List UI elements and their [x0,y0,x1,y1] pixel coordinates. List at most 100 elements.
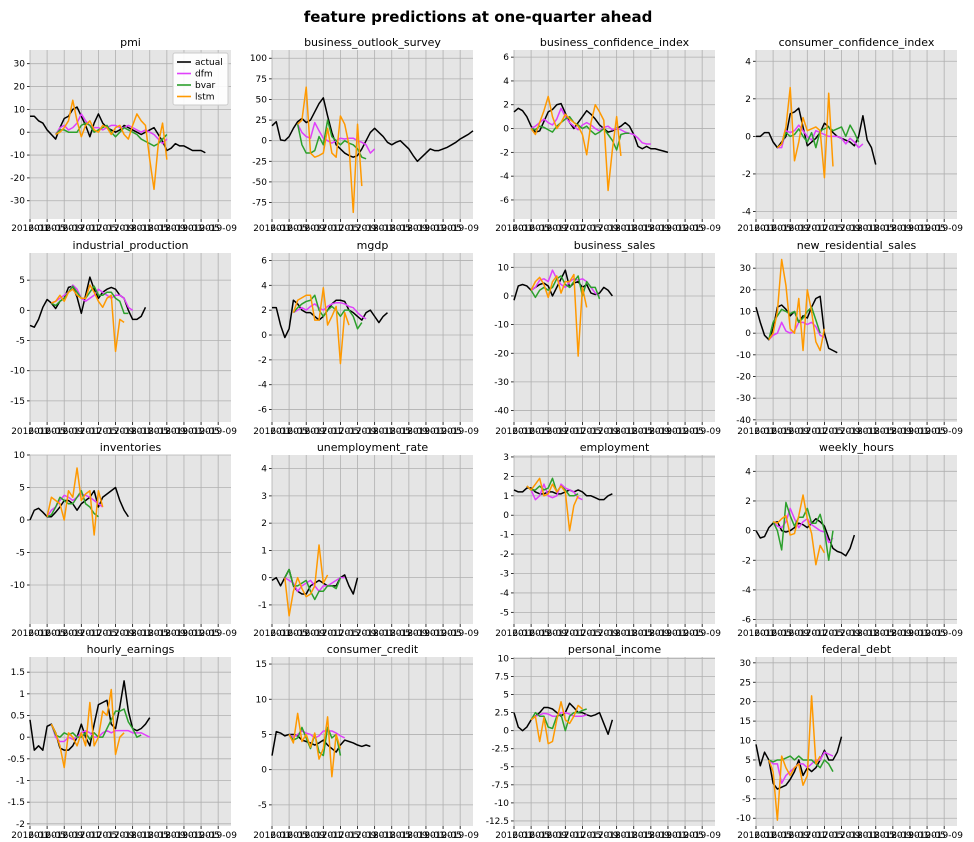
y-tick-label: 5 [745,756,751,766]
x-tick-label: 2016-01 [11,629,49,639]
y-tick-label: -40 [494,407,509,417]
x-tick-label: 2018-05 [373,831,411,841]
x-tick-label: 2017-01 [789,629,827,639]
plot-area [756,455,957,624]
x-tick-label: 2016-01 [11,224,49,234]
x-tick-label: 2016-05 [754,831,792,841]
series-line-bvar [51,285,129,315]
y-tick-label: 100 [250,54,267,64]
series-line-bvar [292,294,363,330]
x-tick-label: 2016-05 [28,427,66,437]
series-line-dfm [51,284,134,311]
x-tick-label: 2017-05 [564,224,602,234]
y-tick-label: -10 [736,351,751,361]
series-line-dfm [526,483,583,501]
series-line-lstm [772,494,826,566]
series-line-actual [513,102,669,154]
x-tick-label: 2017-05 [806,831,844,841]
y-tick-label: -1 [16,777,25,787]
x-tick-label: 2017-05 [806,224,844,234]
series-line-bvar [526,477,579,497]
plot-area [514,455,715,624]
x-tick-label: 2017-09 [581,629,619,639]
x-tick-label: 2016-09 [45,831,83,841]
subplot-title: federal_debt [822,643,892,656]
x-tick-label: 2019-09 [199,224,237,234]
x-tick-label: 2016-01 [737,427,775,437]
x-tick-label: 2017-05 [322,427,360,437]
y-tick-label: 20 [740,698,752,708]
y-tick-label: -30 [10,197,25,207]
y-tick-label: -0.5 [7,755,25,765]
x-tick-label: 2016-01 [253,831,291,841]
series-line-dfm [288,730,346,739]
y-tick-label: 10 [498,654,510,664]
x-tick-label: 2016-05 [28,831,66,841]
y-tick-label: -4 [500,172,509,182]
y-tick-label: -20 [736,373,751,383]
y-tick-label: 0 [745,132,751,142]
y-tick-label: 0 [503,511,509,521]
series-line-lstm [284,544,329,617]
x-tick-label: 2018-09 [148,831,186,841]
subplot-business_outlook_survey: -75 -50 -25 0 25 50 75 100 2016-012016-052016-09… [250,36,479,234]
x-tick-label: 2019-05 [182,831,220,841]
y-tick-label: -2 [500,148,509,158]
subplot-pmi: -30-20-1001020302016-012016-052016-09201… [10,36,237,234]
x-tick-label: 2016-09 [287,427,325,437]
y-tick-label: 30 [14,60,26,70]
x-tick-label: 2017-01 [63,224,101,234]
y-tick-label: 4 [261,465,267,475]
y-tick-label: 6 [503,53,509,63]
subplot-hourly_earnings: -2 -1.5 -1 -0.5 0 0.5 1 1.5 2016-012016-052016-0… [7,643,237,841]
x-tick-label: 2016-01 [253,629,291,639]
x-tick-label: 2017-01 [63,427,101,437]
x-tick-label: 2017-05 [564,427,602,437]
x-tick-label: 2016-01 [11,427,49,437]
subplot-business_confidence_index: -6-4-202462016-012016-052016-092017-0120… [495,36,721,234]
x-tick-label: 2018-09 [632,831,670,841]
x-tick-label: 2018-01 [114,427,152,437]
plot-area [30,253,231,422]
x-tick-label: 2016-01 [253,427,291,437]
series-line-lstm [55,99,168,191]
x-tick-label: 2018-01 [840,629,878,639]
x-tick-label: 2018-01 [356,427,394,437]
x-tick-label: 2018-01 [598,831,636,841]
x-tick-label: 2017-05 [322,224,360,234]
y-tick-label: 10 [740,737,752,747]
subplot-weekly_hours: -6-4-20242016-012016-052016-092017-01201… [737,441,963,639]
x-tick-label: 2018-09 [632,427,670,437]
y-tick-label: -10 [736,814,751,824]
y-tick-label: 7.5 [495,673,509,683]
subplot-title: consumer_credit [327,643,419,656]
x-tick-label: 2018-01 [356,224,394,234]
series-line-lstm [50,688,125,769]
x-tick-label: 2018-01 [356,831,394,841]
x-tick-label: 2018-09 [390,629,428,639]
y-tick-label: -5 [16,337,25,347]
x-tick-label: 2017-09 [823,831,861,841]
y-tick-label: 10 [14,451,26,461]
y-tick-label: -10 [10,151,25,161]
x-tick-label: 2019-09 [683,629,721,639]
subplot-unemployment_rate: -1 0 1 2 3 4 2016-012016-052016-092017-012017-… [253,441,479,639]
y-tick-label: 30 [740,264,752,274]
x-tick-label: 2017-09 [339,427,377,437]
x-tick-label: 2016-05 [512,224,550,234]
x-tick-label: 2016-05 [270,831,308,841]
y-tick-label: 0 [503,125,509,135]
y-tick-label: 50 [256,95,268,105]
y-tick-label: 0 [503,292,509,302]
legend-label-bvar: bvar [195,81,216,91]
x-tick-label: 2018-05 [373,427,411,437]
x-tick-label: 2019-01 [165,224,203,234]
legend-label-actual: actual [195,58,223,68]
x-tick-label: 2016-01 [495,224,533,234]
y-tick-label: 0 [19,128,25,138]
x-tick-label: 2018-01 [114,831,152,841]
x-tick-label: 2018-05 [857,224,895,234]
x-tick-label: 2017-01 [547,629,585,639]
y-tick-label: -2 [742,556,751,566]
x-tick-label: 2019-09 [199,831,237,841]
